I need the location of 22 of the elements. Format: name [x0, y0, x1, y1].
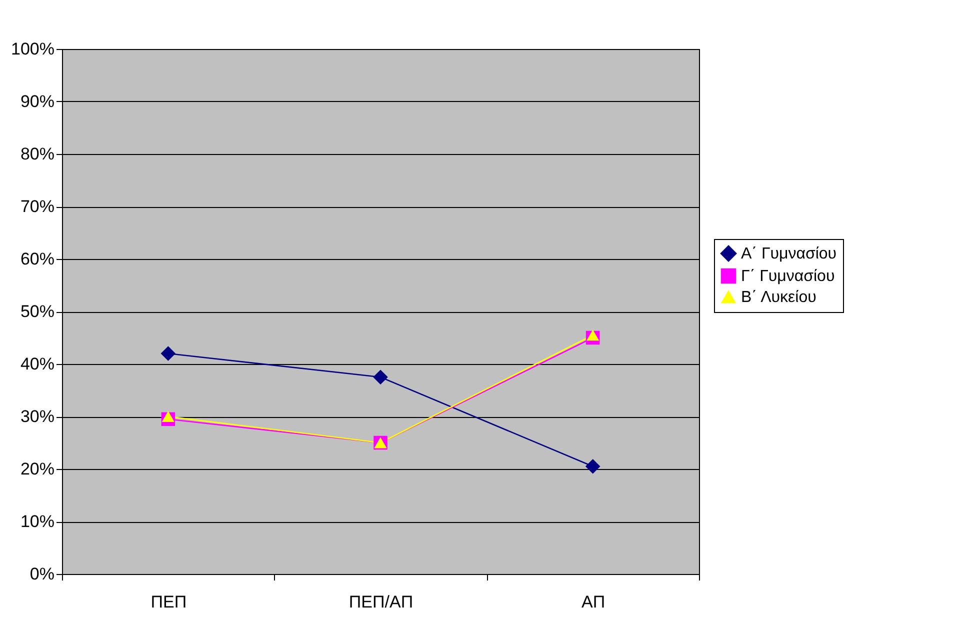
x-tick-label: ΠΕΠ [150, 592, 187, 612]
x-tick-label: ΑΠ [582, 592, 606, 612]
y-tick-label: 60% [20, 250, 54, 268]
legend-label: Β΄ Λυκείου [741, 289, 816, 306]
y-tick-label: 10% [20, 512, 54, 531]
point [160, 346, 176, 361]
y-tick-label: 40% [20, 354, 54, 374]
y-tick-label: 90% [20, 92, 54, 111]
y-tick-label: 0% [30, 564, 54, 584]
point [585, 458, 600, 474]
y-tick-label: 100% [11, 40, 54, 58]
y-tick-label: 20% [20, 460, 54, 478]
y-tick-label: 80% [20, 144, 54, 164]
y-tick-label: 30% [20, 407, 54, 426]
x-tick-label: ΠΕΠ/ΑΠ [348, 592, 414, 612]
point [162, 411, 174, 422]
y-tick-label: 70% [20, 197, 54, 216]
point [373, 370, 388, 385]
legend-label: Γ΄ Γυμνασίου [741, 268, 835, 285]
point [586, 330, 600, 341]
legend-label: Α΄ Γυμνασίου [741, 246, 837, 262]
y-tick-label: 50% [20, 302, 54, 321]
